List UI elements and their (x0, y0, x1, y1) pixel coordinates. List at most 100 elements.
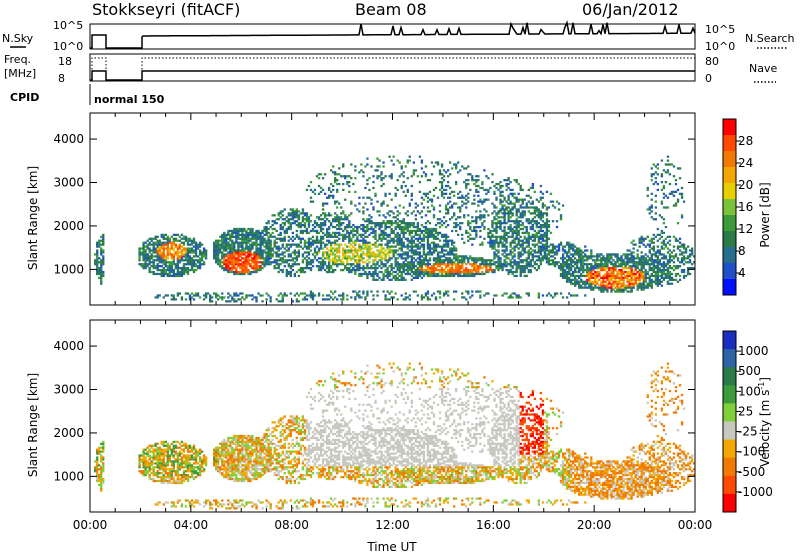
power-cell (634, 257, 637, 260)
power-cell (289, 274, 292, 278)
power-cell (551, 255, 555, 258)
power-cell (515, 196, 518, 199)
power-cell (297, 294, 301, 297)
power-cell (334, 268, 337, 272)
power-cell (400, 266, 403, 270)
power-cell (241, 261, 244, 264)
power-cell (624, 270, 627, 274)
power-cell (501, 245, 504, 248)
power-cell (529, 186, 532, 190)
power-cell (152, 249, 155, 252)
power-cell (515, 218, 518, 221)
power-cell (455, 222, 458, 225)
power-cell (164, 268, 167, 272)
power-cell (563, 263, 567, 266)
power-cell (200, 263, 204, 266)
power-cell (269, 263, 272, 266)
power-cell (432, 229, 436, 233)
power-cell (178, 255, 182, 258)
power-cell (299, 266, 303, 270)
power-cell (465, 186, 468, 190)
power-cell (551, 243, 555, 246)
power-cell (223, 296, 226, 299)
power-cell (567, 247, 571, 250)
power-cell (424, 192, 428, 195)
power-cell (511, 255, 514, 258)
power-cell (198, 243, 202, 246)
power-cell (432, 245, 436, 248)
power-cell (255, 231, 258, 235)
power-cell (537, 235, 541, 238)
power-cell (404, 263, 407, 266)
power-cell (448, 200, 452, 203)
power-cell (182, 241, 186, 244)
power-cell (96, 263, 99, 266)
power-cell (259, 247, 262, 250)
power-cell (584, 263, 587, 266)
power-cell (329, 243, 333, 246)
power-cell (370, 231, 373, 235)
power-cell (428, 263, 432, 266)
power-cell (531, 184, 534, 188)
power-cell (235, 300, 238, 303)
power-cell (467, 196, 470, 199)
power-cell (463, 270, 466, 274)
power-cell (142, 243, 145, 246)
power-cell (509, 202, 512, 205)
power-cell (586, 278, 589, 281)
power-cell (154, 237, 157, 240)
power-cell (253, 251, 256, 254)
power-cell (372, 259, 375, 262)
power-cell (517, 200, 520, 203)
power-cell (356, 249, 359, 252)
power-cell (638, 257, 641, 260)
power-cell (469, 270, 472, 274)
power-cell (515, 223, 518, 227)
power-cell (505, 231, 508, 235)
power-cell (505, 255, 508, 258)
power-cell (253, 231, 256, 235)
power-cell (392, 253, 395, 256)
power-cell (285, 249, 288, 252)
power-cell (507, 186, 510, 190)
power-cell (537, 208, 541, 211)
power-cell (247, 239, 250, 242)
power-cell (378, 255, 381, 258)
power-cell (229, 249, 232, 252)
power-cell (511, 229, 514, 233)
power-cell (144, 261, 147, 264)
power-cell (549, 263, 553, 266)
power-cell (289, 245, 292, 248)
power-cell (188, 247, 192, 250)
power-cell (465, 255, 468, 258)
power-cell (448, 247, 452, 250)
power-cell (277, 245, 280, 248)
power-cell (412, 251, 415, 254)
power-cell (251, 294, 254, 297)
power-cell (567, 263, 571, 266)
power-cell (582, 282, 585, 285)
power-cell (638, 278, 641, 281)
power-cell (527, 261, 530, 264)
power-cell (287, 265, 290, 268)
power-cell (428, 298, 432, 301)
power-cell (521, 227, 524, 231)
power-cell (102, 237, 105, 240)
power-cell (426, 179, 430, 182)
power-cell (182, 272, 186, 276)
power-cell (372, 255, 375, 258)
power-cell (243, 272, 246, 276)
power-cell (368, 214, 371, 217)
power-cell (440, 194, 444, 197)
noise-left-label: N.Sky (2, 32, 34, 45)
power-cell (309, 261, 313, 264)
power-cell (317, 265, 321, 268)
power-cell (144, 266, 147, 270)
power-cell (400, 263, 403, 266)
power-cell (398, 225, 401, 229)
power-cell (251, 229, 254, 233)
power-cell (388, 274, 391, 278)
power-cell (380, 223, 383, 227)
power-cell (410, 265, 413, 268)
power-cell (265, 227, 268, 231)
